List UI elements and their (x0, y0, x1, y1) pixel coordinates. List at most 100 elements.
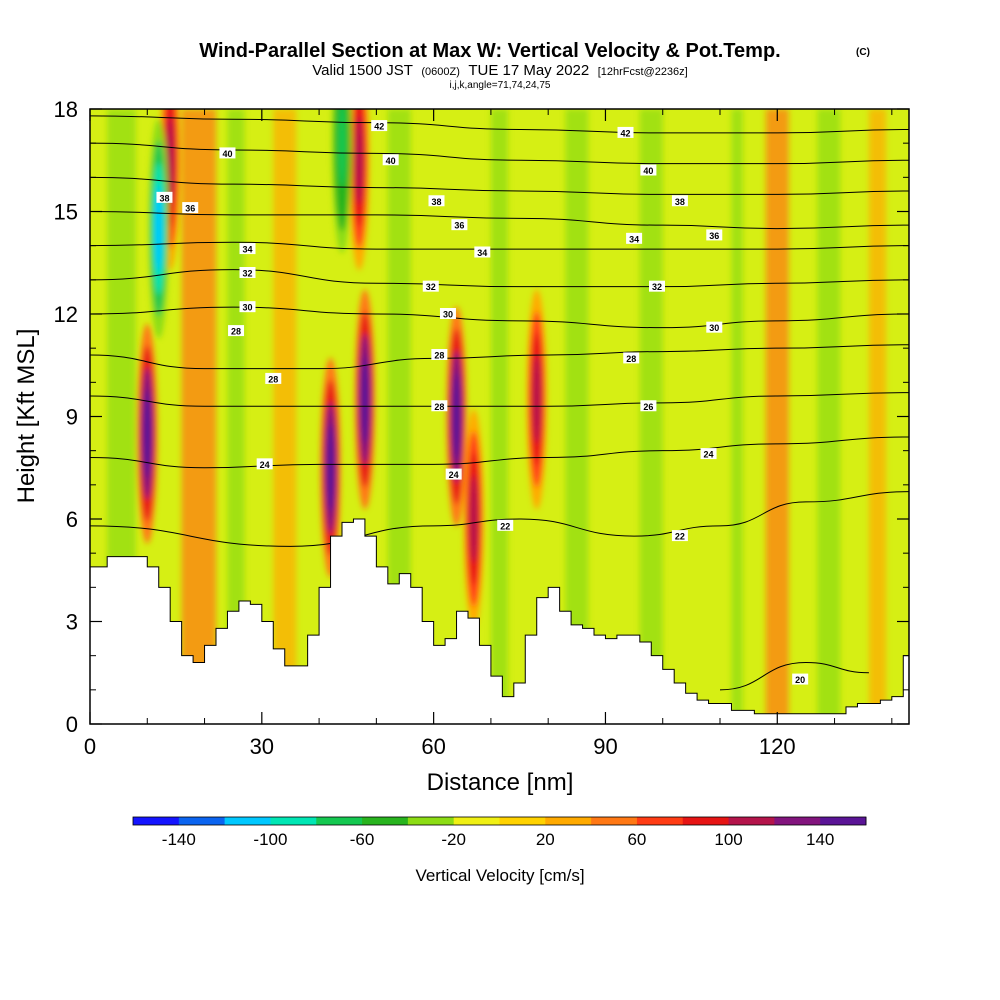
contour-label: 40 (640, 164, 657, 176)
colorbar-swatch (545, 817, 592, 825)
velocity-streak (731, 109, 743, 724)
copyright-mark: (C) (856, 47, 870, 58)
colorbar-swatch (453, 817, 500, 825)
isentrope-30 (90, 306, 909, 329)
contour-label: 40 (219, 147, 236, 159)
contour-label: 24 (445, 468, 462, 480)
contour-label-text: 38 (675, 197, 685, 207)
contour-label-bg (445, 468, 462, 480)
contour-label: 40 (382, 154, 399, 166)
contour-label: 28 (265, 372, 282, 384)
velocity-streak (765, 109, 789, 724)
contour-label-text: 28 (626, 354, 636, 364)
contour-label-bg (219, 147, 236, 159)
colorbar-swatch (591, 817, 638, 825)
y-tick-label: 9 (66, 405, 78, 430)
colorbar-swatch (636, 817, 684, 825)
colorbar-swatch (133, 817, 180, 825)
subtitle-zulu: (0600Z) (421, 66, 460, 78)
plot-area: 42 42 40 40 40 38 38 38 36 36 36 34 34 34 32 32 32 30 30 30… (90, 109, 909, 724)
contour-label-text: 32 (652, 282, 662, 292)
contour-label: 38 (671, 195, 688, 207)
contour-label-text: 38 (159, 193, 169, 203)
downdraft-core (154, 184, 163, 273)
isentrope-38 (90, 176, 909, 195)
subtitle-forecast: [12hrFcst@2236z] (598, 66, 688, 78)
contour-label-text: 36 (185, 204, 195, 214)
colorbar-label: Vertical Velocity [cm/s] (415, 866, 584, 885)
contour-label: 42 (617, 126, 634, 138)
subtitle-date: TUE 17 May 2022 (468, 62, 589, 79)
colorbar-swatch (682, 817, 730, 825)
contour-label: 34 (474, 246, 491, 258)
colorbar-swatch (270, 817, 317, 825)
contour-label: 30 (239, 301, 256, 313)
contour-label: 24 (256, 458, 273, 470)
velocity-streak (817, 109, 841, 724)
isentrope-24 (90, 436, 909, 469)
contour-label-bg (371, 120, 388, 132)
contour-label-bg (671, 195, 688, 207)
contour-label: 28 (431, 349, 448, 361)
colorbar-swatch (499, 817, 546, 825)
contour-label-bg (256, 458, 273, 470)
contour-label-bg (431, 400, 448, 412)
isentrope-20 (719, 661, 869, 691)
contour-label-text: 32 (426, 282, 436, 292)
contour-label: 28 (431, 400, 448, 412)
contour-label-text: 24 (704, 450, 714, 460)
contour-label-bg (640, 164, 657, 176)
contour-label: 30 (439, 308, 456, 320)
vertical-velocity-field (107, 109, 887, 724)
velocity-streak (227, 109, 245, 724)
y-tick-label: 18 (54, 97, 78, 122)
contour-label-bg (792, 673, 809, 685)
x-tick-label: 120 (759, 734, 796, 759)
isentrope-34 (90, 241, 909, 250)
contour-label-text: 28 (434, 402, 444, 412)
downdraft-core (338, 109, 346, 188)
potential-temperature-contours (90, 115, 909, 691)
contour-label: 42 (371, 120, 388, 132)
contour-label-bg (706, 229, 723, 241)
x-tick-label: 30 (250, 734, 274, 759)
terrain-mask (90, 518, 909, 724)
contour-label-text: 32 (242, 269, 252, 279)
contour-label: 20 (792, 673, 809, 685)
contour-label-bg (439, 308, 456, 319)
x-tick-label: 90 (593, 734, 617, 759)
contour-label: 36 (706, 229, 723, 241)
updraft-core (469, 475, 478, 563)
velocity-streak (181, 109, 216, 724)
colorbar-swatch (407, 817, 455, 825)
contour-label: 38 (428, 195, 445, 207)
contour-label-bg (623, 352, 640, 364)
colorbar-swatch (178, 817, 226, 825)
colorbar-tick-label: -140 (162, 830, 196, 849)
contour-label-text: 34 (629, 234, 639, 244)
contour-label-bg (671, 530, 688, 542)
y-tick-label: 6 (66, 507, 78, 532)
contour-label-bg (382, 154, 399, 166)
contour-label-bg (428, 195, 445, 207)
contour-label-bg (239, 267, 256, 278)
contour-label-bg (422, 280, 439, 292)
velocity-streak (273, 109, 297, 724)
contour-label-text: 36 (709, 231, 719, 241)
contour-label: 24 (700, 448, 717, 460)
contour-label-text: 30 (443, 310, 453, 320)
contour-label-text: 36 (454, 221, 464, 231)
contour-label-bg (265, 372, 282, 384)
contour-label-text: 26 (643, 402, 653, 412)
contour-label-text: 24 (449, 470, 459, 480)
velocity-streak (565, 109, 589, 724)
contour-label-text: 28 (268, 374, 278, 384)
colorbar-swatch (820, 817, 867, 825)
updraft-core (326, 423, 335, 512)
colorbar-tick-label: -20 (441, 830, 466, 849)
colorbar: -140 -100 -60 -20 20 60 100 140 (132, 816, 867, 849)
y-tick-label: 12 (54, 302, 78, 327)
velocity-streak (387, 109, 411, 724)
contour-label-bg (239, 243, 256, 255)
